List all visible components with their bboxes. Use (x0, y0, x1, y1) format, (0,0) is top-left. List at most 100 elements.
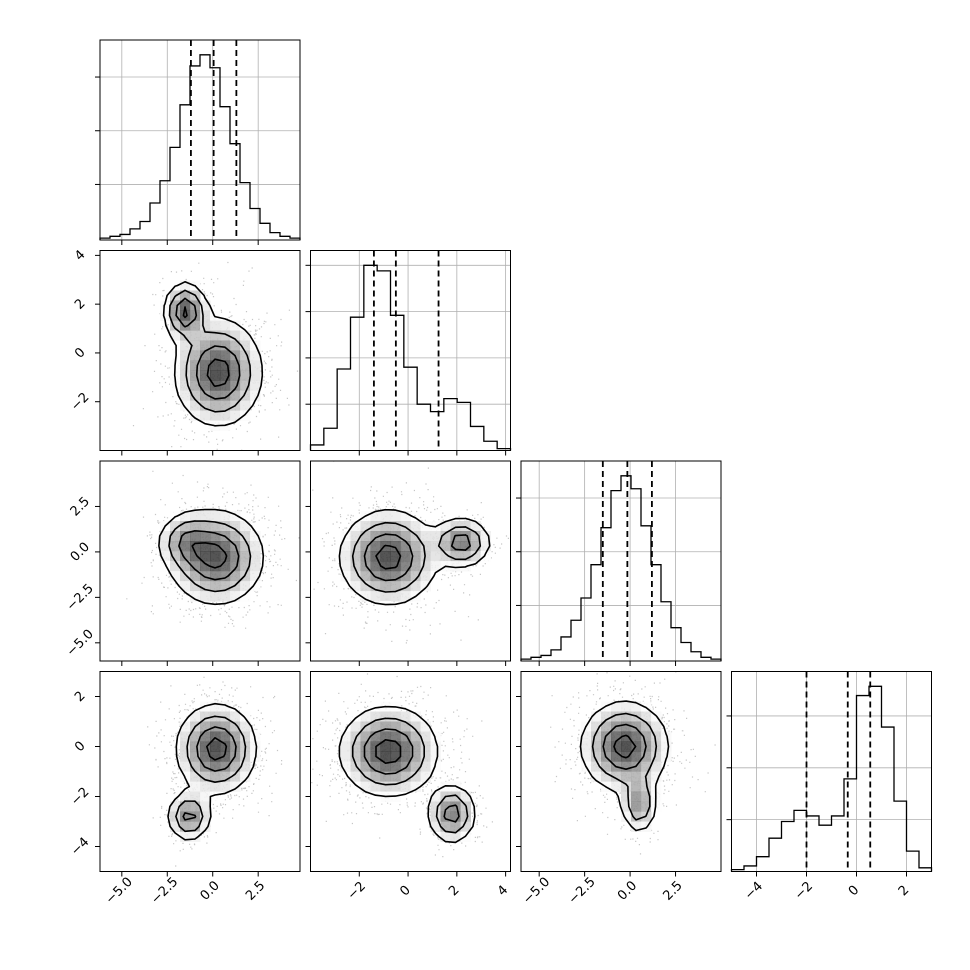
density-cell (470, 521, 481, 532)
density-cell (450, 831, 461, 842)
density-cell (240, 521, 251, 532)
panel-background (310, 250, 511, 451)
density-cell (190, 591, 201, 602)
density-cell (180, 290, 191, 301)
density-cell (581, 751, 592, 762)
density-cell (180, 811, 191, 822)
density-cell (360, 541, 371, 552)
density-cell (220, 541, 231, 552)
density-cell (210, 551, 221, 562)
density-cell (641, 751, 652, 762)
density-cell (230, 410, 241, 421)
density-cell (210, 330, 221, 341)
density-cell (210, 350, 221, 361)
density-cell (591, 771, 602, 782)
density-cell (410, 781, 421, 792)
y-tick-label: −4 (68, 835, 92, 859)
density-cell (210, 370, 221, 381)
density-cell (220, 521, 231, 532)
density-cell (370, 511, 381, 522)
panel-background (731, 671, 932, 872)
density-cell (200, 320, 211, 331)
density-cell (230, 370, 241, 381)
density-cell (440, 801, 451, 812)
density-cell (180, 531, 191, 542)
density-cell (200, 591, 211, 602)
density-cell (200, 521, 211, 532)
density-cell (190, 741, 201, 752)
contour-level-1 (175, 715, 247, 833)
panel-frame (99, 39, 301, 241)
density-cell (230, 571, 241, 582)
x-tick-label: 0 (397, 883, 413, 899)
density-cell (360, 551, 371, 562)
density-cell (220, 591, 231, 602)
density-cell (340, 751, 351, 762)
density-cell (170, 531, 181, 542)
density-cell (641, 721, 652, 732)
contour-level-0 (338, 705, 476, 844)
density-cell (200, 400, 211, 411)
density-cell (430, 551, 441, 562)
density-cell (190, 370, 201, 381)
density-cell (230, 340, 241, 351)
density-cell (350, 771, 361, 782)
density-cell (230, 531, 241, 542)
density-cell (410, 581, 421, 592)
density-cell (410, 711, 421, 722)
density-cell (190, 310, 201, 321)
contour-level-0 (162, 281, 264, 427)
density-cell (190, 390, 201, 401)
panel-frame (310, 250, 511, 451)
density-cell (170, 300, 181, 311)
histogram-panel-1 (305, 250, 512, 456)
density-cell (440, 551, 451, 562)
density-cell (180, 511, 191, 522)
panel-frame (310, 460, 511, 662)
density-cell (250, 350, 261, 361)
density-cell (611, 751, 622, 762)
density-cell (380, 531, 391, 542)
density-cell (230, 551, 241, 562)
density-cell (631, 801, 642, 812)
density-cell (631, 821, 642, 832)
x-tick-label: 2.5 (243, 878, 268, 903)
density-cell (210, 511, 221, 522)
density-cell (360, 731, 371, 742)
density-cell (240, 541, 251, 552)
density-cell (420, 561, 431, 572)
density-cell (190, 400, 201, 411)
density-cell (170, 551, 181, 562)
density-cell (430, 821, 441, 832)
density-cell (390, 581, 401, 592)
density-cell (190, 531, 201, 542)
density-cell (621, 791, 632, 802)
density-cell (400, 541, 411, 552)
density-cell (390, 521, 401, 532)
density-cell (170, 541, 181, 552)
density-cell (400, 511, 411, 522)
density-cell (651, 731, 662, 742)
contour-level-1 (351, 521, 482, 593)
density-cell (420, 541, 431, 552)
density-cell (230, 521, 241, 532)
density-cell (440, 531, 451, 542)
density-cell (380, 741, 391, 752)
pair-panel-0-1 (95, 250, 301, 456)
density-cell (651, 751, 662, 762)
contour-level-1 (591, 712, 658, 821)
density-cell (180, 541, 191, 552)
density-cell (250, 541, 261, 552)
density-cell (240, 731, 251, 742)
y-tick-label: 2 (72, 296, 88, 312)
x-tick-label: 0 (846, 883, 862, 899)
density-cell (180, 791, 191, 802)
panel-content (310, 461, 509, 644)
density-cell (460, 811, 471, 822)
density-cell (230, 781, 241, 792)
density-cell (180, 801, 191, 812)
density-cell (450, 521, 461, 532)
y-tick-label: −5.0 (64, 627, 97, 660)
density-cell (611, 701, 622, 712)
density-cell (220, 400, 231, 411)
